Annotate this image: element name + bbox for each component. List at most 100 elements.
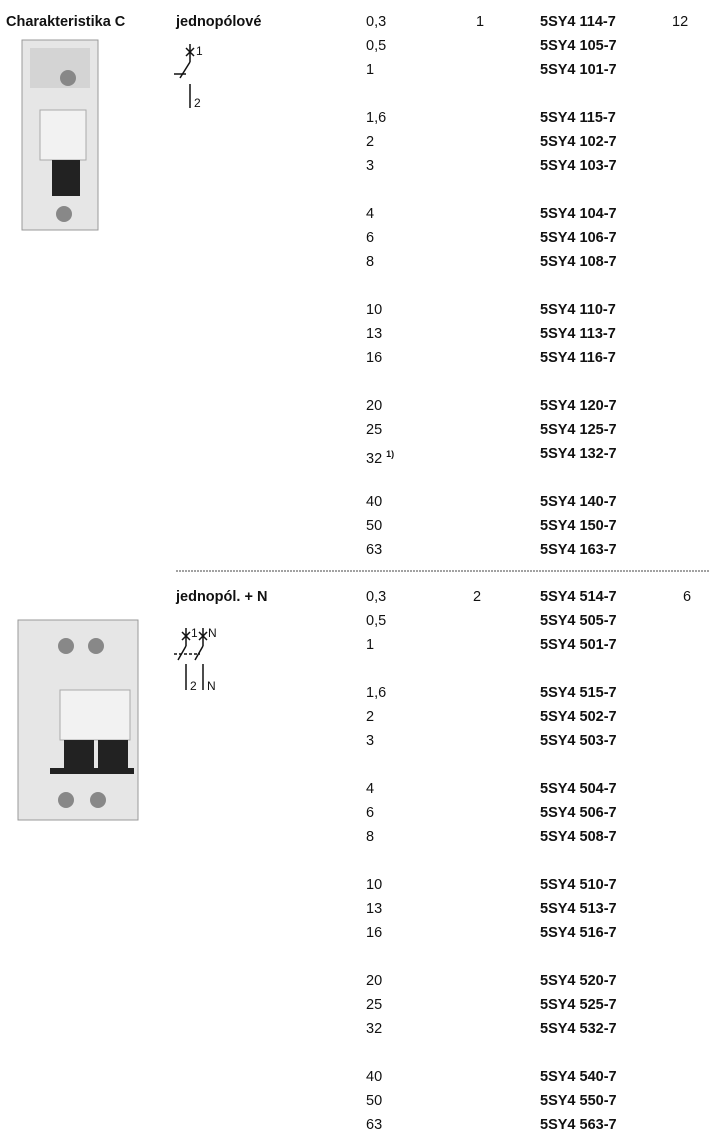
current-value: 1	[366, 62, 375, 78]
rated-current: 13	[366, 900, 382, 918]
rated-current: 40	[366, 1068, 382, 1086]
rated-current: 3	[366, 157, 374, 175]
rated-current: 32	[366, 1020, 382, 1038]
order-number: 5SY4 550-7	[540, 1093, 617, 1109]
current-value: 8	[366, 254, 375, 270]
rated-current: 0,3	[366, 13, 386, 31]
order-number: 5SY4 532-7	[540, 1021, 617, 1037]
order-number: 5SY4 103-7	[540, 158, 617, 174]
rated-current: 2	[366, 133, 374, 151]
rated-current: 25	[366, 421, 382, 439]
order-number: 5SY4 505-7	[540, 613, 617, 629]
rated-current: 8	[366, 828, 374, 846]
current-value: 16	[366, 925, 383, 941]
order-number: 5SY4 525-7	[540, 997, 617, 1013]
order-number: 5SY4 510-7	[540, 877, 617, 893]
rated-current: 0,5	[366, 612, 386, 630]
order-number: 5SY4 520-7	[540, 973, 617, 989]
current-value: 50	[366, 518, 383, 534]
diagram-label: N	[208, 626, 217, 640]
order-number: 5SY4 104-7	[540, 206, 617, 222]
rated-current: 32 1)	[366, 445, 394, 468]
order-number: 5SY4 540-7	[540, 1069, 617, 1085]
current-value: 10	[366, 302, 383, 318]
diagram-label: 2	[194, 96, 201, 110]
rated-current: 4	[366, 205, 374, 223]
current-value: 10	[366, 877, 383, 893]
order-number: 5SY4 516-7	[540, 925, 617, 941]
section-title: jednopól. + N	[176, 589, 268, 605]
rated-current: 1,6	[366, 109, 386, 127]
order-number: 5SY4 106-7	[540, 230, 617, 246]
order-number: 5SY4 506-7	[540, 805, 617, 821]
rated-current: 20	[366, 397, 382, 415]
current-value: 0,3	[366, 589, 387, 605]
header-title: Charakteristika C	[6, 14, 126, 30]
rated-current: 6	[366, 804, 374, 822]
current-value: 4	[366, 781, 375, 797]
current-value: 25	[366, 422, 383, 438]
current-value: 3	[366, 733, 375, 749]
current-value: 40	[366, 1069, 383, 1085]
order-number: 5SY4 502-7	[540, 709, 617, 725]
rated-current: 6	[366, 229, 374, 247]
current-value: 63	[366, 542, 383, 558]
rated-current: 3	[366, 732, 374, 750]
current-value: 1,6	[366, 685, 387, 701]
rated-current: 4	[366, 780, 374, 798]
current-value: 1,6	[366, 110, 387, 126]
rated-current: 16	[366, 349, 382, 367]
pack-quantity: 6	[683, 589, 692, 605]
order-number: 5SY4 132-7	[540, 446, 617, 462]
symbol-1p	[174, 44, 195, 108]
rated-current: 0,3	[366, 588, 386, 606]
order-number: 5SY4 504-7	[540, 781, 617, 797]
rated-current: 8	[366, 253, 374, 271]
order-number: 5SY4 116-7	[540, 350, 616, 366]
current-value: 13	[366, 901, 383, 917]
current-value: 8	[366, 829, 375, 845]
current-value: 20	[366, 398, 383, 414]
order-number: 5SY4 150-7	[540, 518, 617, 534]
current-value: 40	[366, 494, 383, 510]
current-value: 50	[366, 1093, 383, 1109]
order-number: 5SY4 110-7	[540, 302, 616, 318]
rated-current: 50	[366, 1092, 382, 1110]
module-count: 1	[476, 14, 485, 30]
order-number: 5SY4 114-7	[540, 14, 616, 30]
order-number: 5SY4 563-7	[540, 1117, 617, 1133]
order-number: 5SY4 120-7	[540, 398, 617, 414]
order-number: 5SY4 515-7	[540, 685, 617, 701]
order-number: 5SY4 163-7	[540, 542, 617, 558]
rated-current: 1	[366, 636, 374, 654]
pack-quantity: 12	[672, 14, 689, 30]
order-number: 5SY4 501-7	[540, 637, 617, 653]
breaker-2p	[17, 619, 139, 821]
current-value: 63	[366, 1117, 383, 1133]
rated-current: 50	[366, 517, 382, 535]
current-value: 2	[366, 134, 375, 150]
rated-current: 1	[366, 61, 374, 79]
order-number: 5SY4 102-7	[540, 134, 617, 150]
current-value: 0,5	[366, 613, 387, 629]
current-value: 0,5	[366, 38, 387, 54]
order-number: 5SY4 108-7	[540, 254, 617, 270]
diagram-label: 1	[191, 626, 198, 640]
current-value: 32	[366, 1021, 383, 1037]
current-value: 20	[366, 973, 383, 989]
rated-current: 63	[366, 1116, 382, 1134]
rated-current: 13	[366, 325, 382, 343]
current-value: 3	[366, 158, 375, 174]
current-value: 16	[366, 350, 383, 366]
rated-current: 10	[366, 301, 382, 319]
rated-current: 2	[366, 708, 374, 726]
current-value: 2	[366, 709, 375, 725]
current-value: 25	[366, 997, 383, 1013]
rated-current: 63	[366, 541, 382, 559]
order-number: 5SY4 514-7	[540, 589, 617, 605]
current-value: 6	[366, 230, 375, 246]
rated-current: 25	[366, 996, 382, 1014]
current-value: 1	[366, 637, 375, 653]
